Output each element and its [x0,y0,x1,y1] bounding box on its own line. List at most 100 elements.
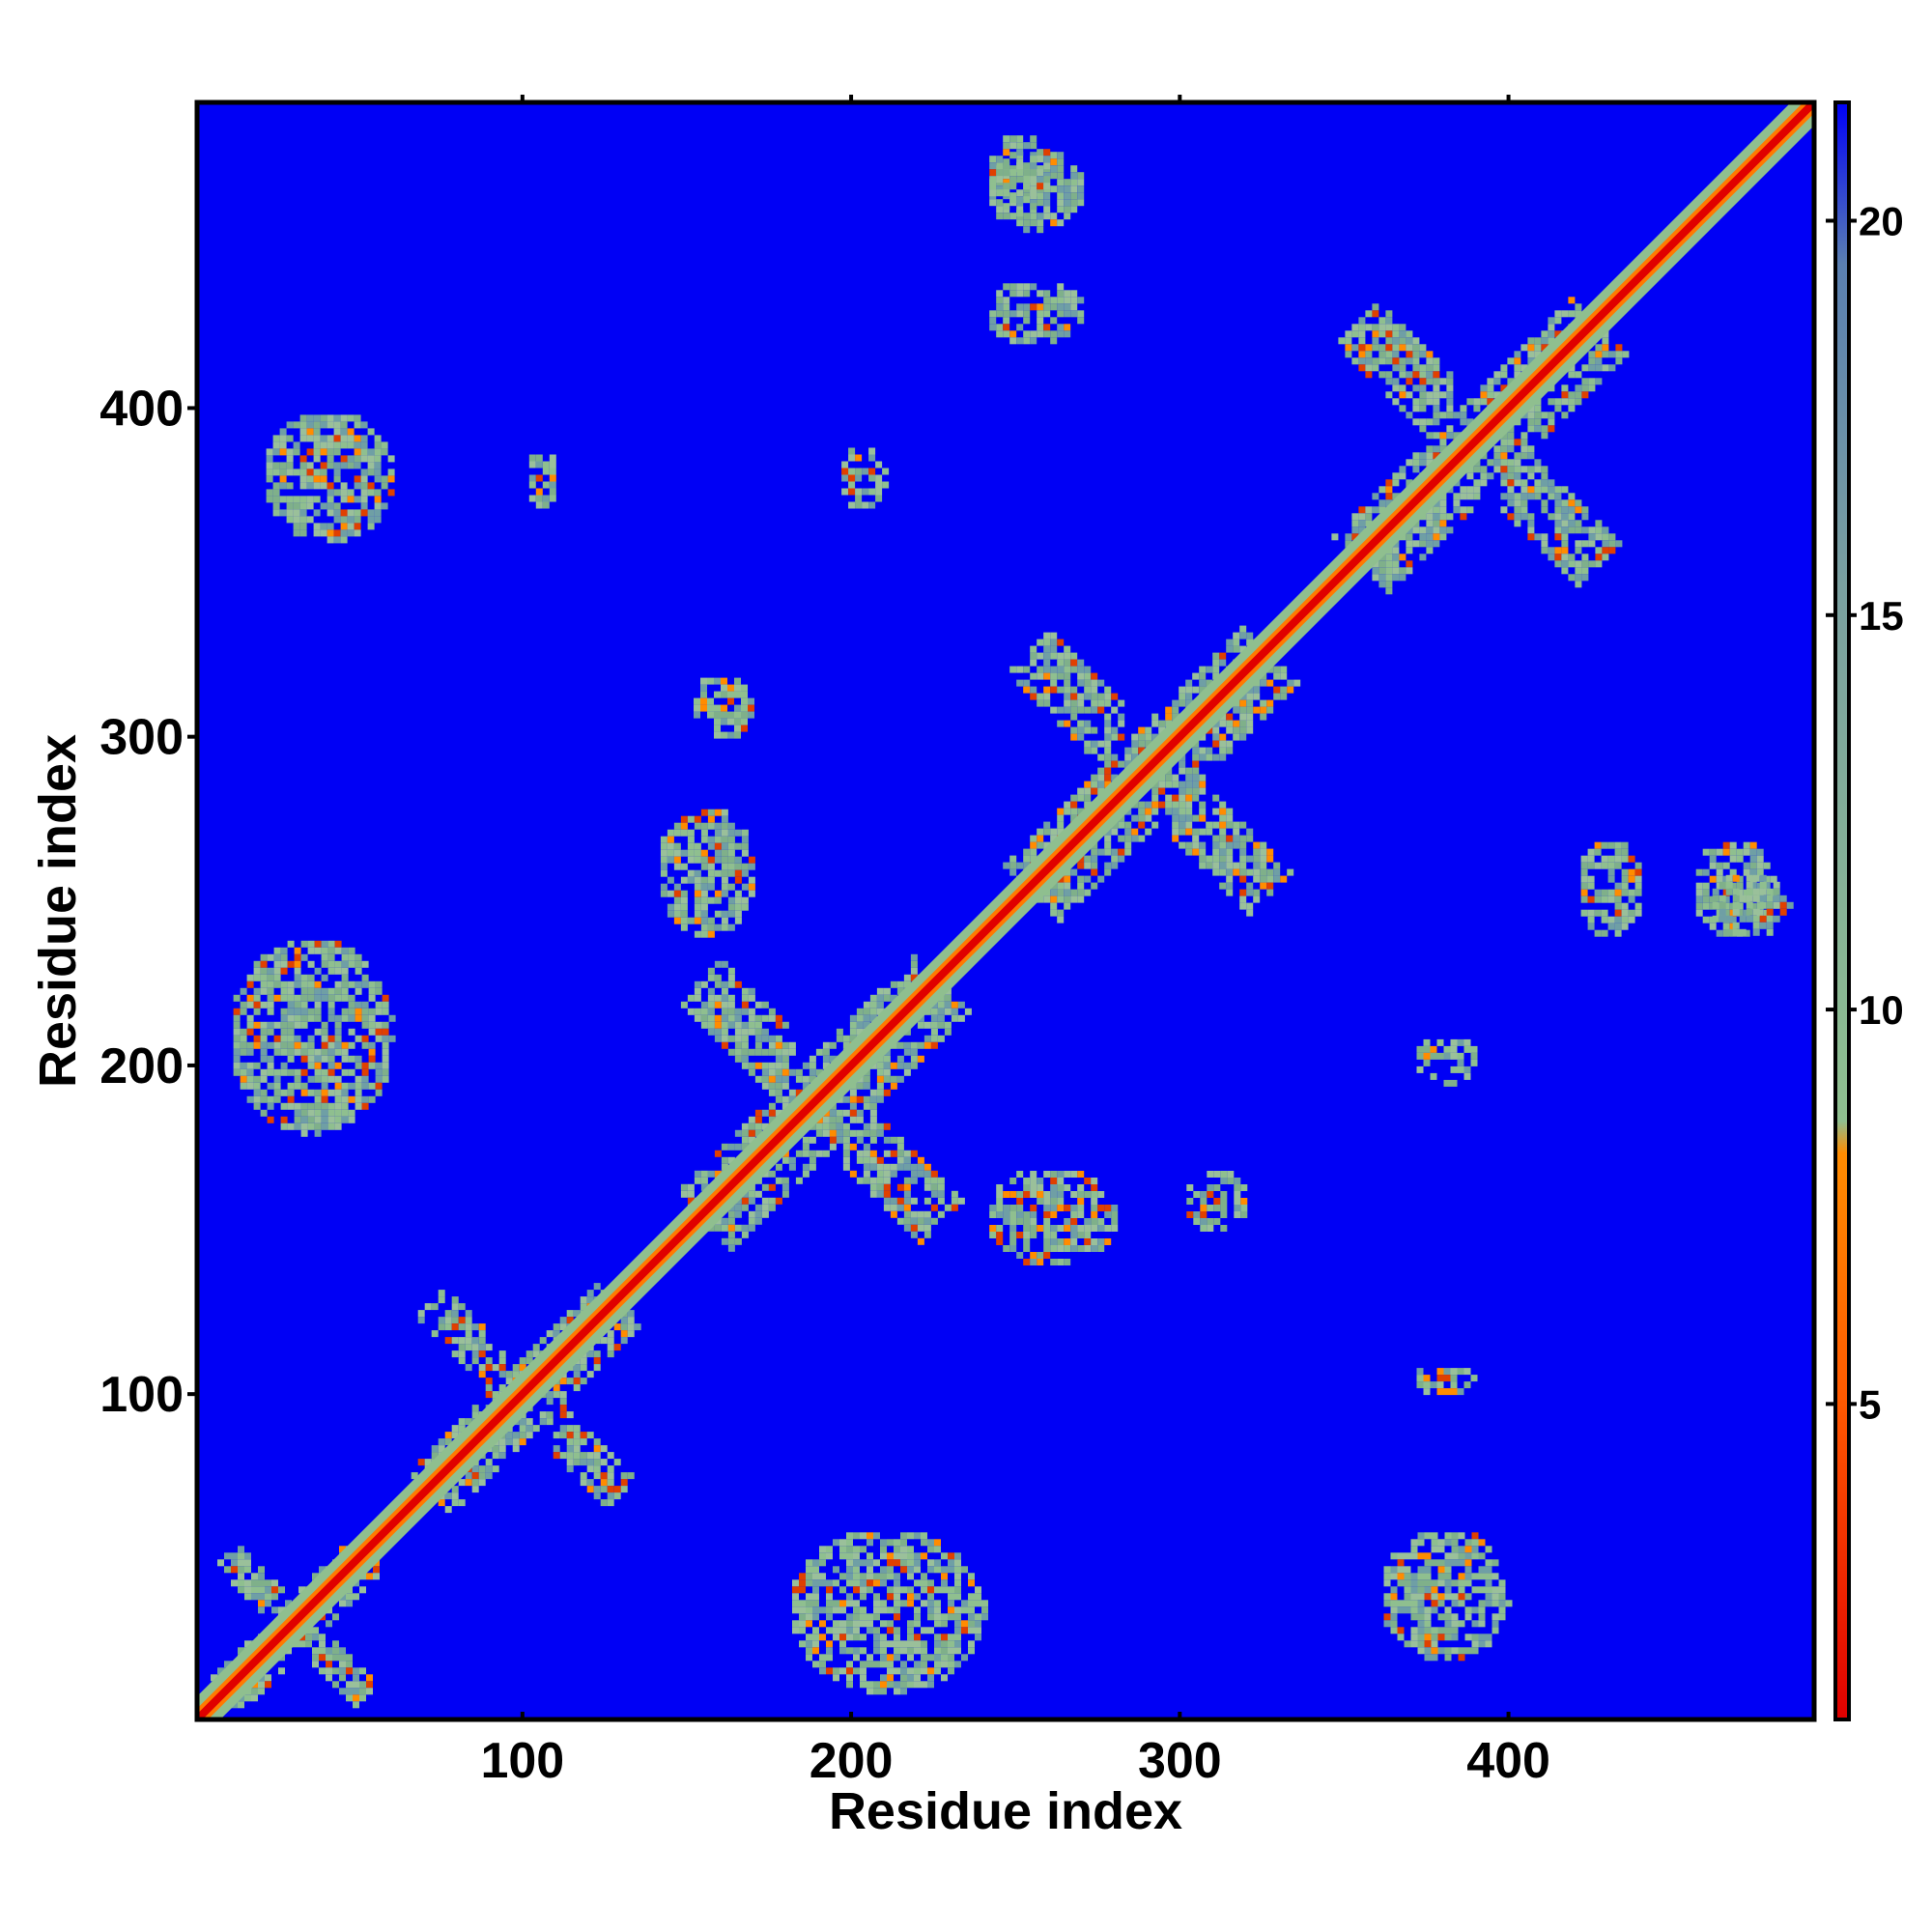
contact-cell [382,1028,389,1036]
contact-cell [1587,848,1595,856]
contact-region [792,1532,988,1695]
contact-cell [1246,835,1254,842]
contact-cell [307,1075,315,1083]
contact-cell [1492,1593,1499,1601]
contact-cell [294,1008,301,1015]
contact-cell [1246,868,1254,876]
contact-cell [1451,1647,1459,1655]
contact-cell [748,1136,755,1144]
contact-cell [320,414,327,422]
contact-cell [1419,526,1427,534]
contact-cell [294,947,301,954]
contact-cell [853,1586,860,1594]
contact-cell [1023,337,1031,345]
contact-cell [914,1566,921,1574]
contact-cell [334,1116,342,1123]
contact-cell [1009,135,1017,143]
contact-cell [1185,828,1193,836]
contact-cell [1399,391,1406,399]
contact-cell [1601,841,1608,849]
contact-cell [867,1573,873,1580]
contact-cell [714,849,722,857]
contact-cell [346,1694,353,1702]
contact-cell [1406,547,1413,554]
contact-cell [761,1075,769,1083]
contact-cell [1030,330,1037,338]
contact-cell [355,1062,362,1069]
contact-cell [327,462,334,469]
contact-cell [1568,526,1576,534]
contact-cell [320,441,327,449]
contact-cell [954,1552,961,1560]
contact-cell [957,1014,965,1022]
contact-cell [388,1035,396,1042]
contact-cell [873,1688,880,1695]
contact-cell [673,856,681,864]
contact-cell [860,1647,867,1655]
contact-cell [1581,540,1589,548]
contact-cell [1104,740,1112,748]
contact-cell [1607,916,1615,923]
contact-cell [1424,1634,1432,1641]
contact-cell [700,1008,708,1015]
contact-cell [1463,1065,1471,1073]
contact-cell [1548,493,1555,500]
contact-cell [260,974,268,981]
contact-cell [907,1546,914,1553]
contact-cell [1037,310,1044,318]
contact-cell [660,890,668,897]
contact-cell [1378,499,1386,507]
contact-cell [253,1035,261,1042]
contact-cell [1220,1225,1228,1232]
contact-cell [1392,547,1400,554]
contact-cell [944,1028,952,1036]
contact-cell [368,1062,376,1069]
contact-cell [1219,659,1227,667]
contact-cell [451,1350,459,1358]
contact-cell [294,1109,301,1117]
contact-cell [694,980,701,988]
contact-cell [714,856,722,864]
contact-cell [1050,219,1058,227]
contact-cell [1151,821,1159,829]
contact-cell [734,718,741,725]
contact-cell [465,1479,472,1487]
contact-cell [1030,835,1037,842]
contact-cell [1185,841,1193,849]
contact-cell [1397,1627,1405,1634]
contact-cell [542,501,550,509]
contact-cell [1390,1593,1398,1601]
contact-cell [806,1579,812,1587]
contact-cell [1372,493,1379,500]
contact-cell [1023,219,1031,227]
contact-cell [833,1674,839,1682]
contact-cell [727,1014,735,1022]
contact-cell [1498,1606,1506,1614]
contact-cell [1111,1205,1119,1211]
contact-cell [1397,1552,1405,1560]
contact-cell [458,1303,466,1311]
contact-cell [361,1075,369,1083]
contact-cell [1392,330,1400,338]
contact-cell [1043,176,1051,184]
contact-cell [910,1150,918,1157]
contact-cell [465,1310,472,1318]
contact-cell [1030,1218,1037,1225]
contact-cell [1226,645,1234,653]
contact-cell [1260,875,1267,883]
contact-cell [535,474,543,482]
contact-cell [1520,432,1528,440]
contact-cell [286,469,294,476]
contact-cell [246,1095,254,1103]
contact-cell [326,1674,332,1682]
contact-cell [1158,781,1166,788]
contact-cell [1179,699,1186,707]
contact-cell [1037,324,1044,331]
contact-cell [1444,1532,1452,1540]
contact-cell [1050,1245,1058,1252]
contact-cell [855,474,863,482]
contact-cell [1471,1532,1479,1540]
contact-cell [327,414,334,422]
contact-cell [306,469,314,476]
contact-cell [1077,794,1085,802]
